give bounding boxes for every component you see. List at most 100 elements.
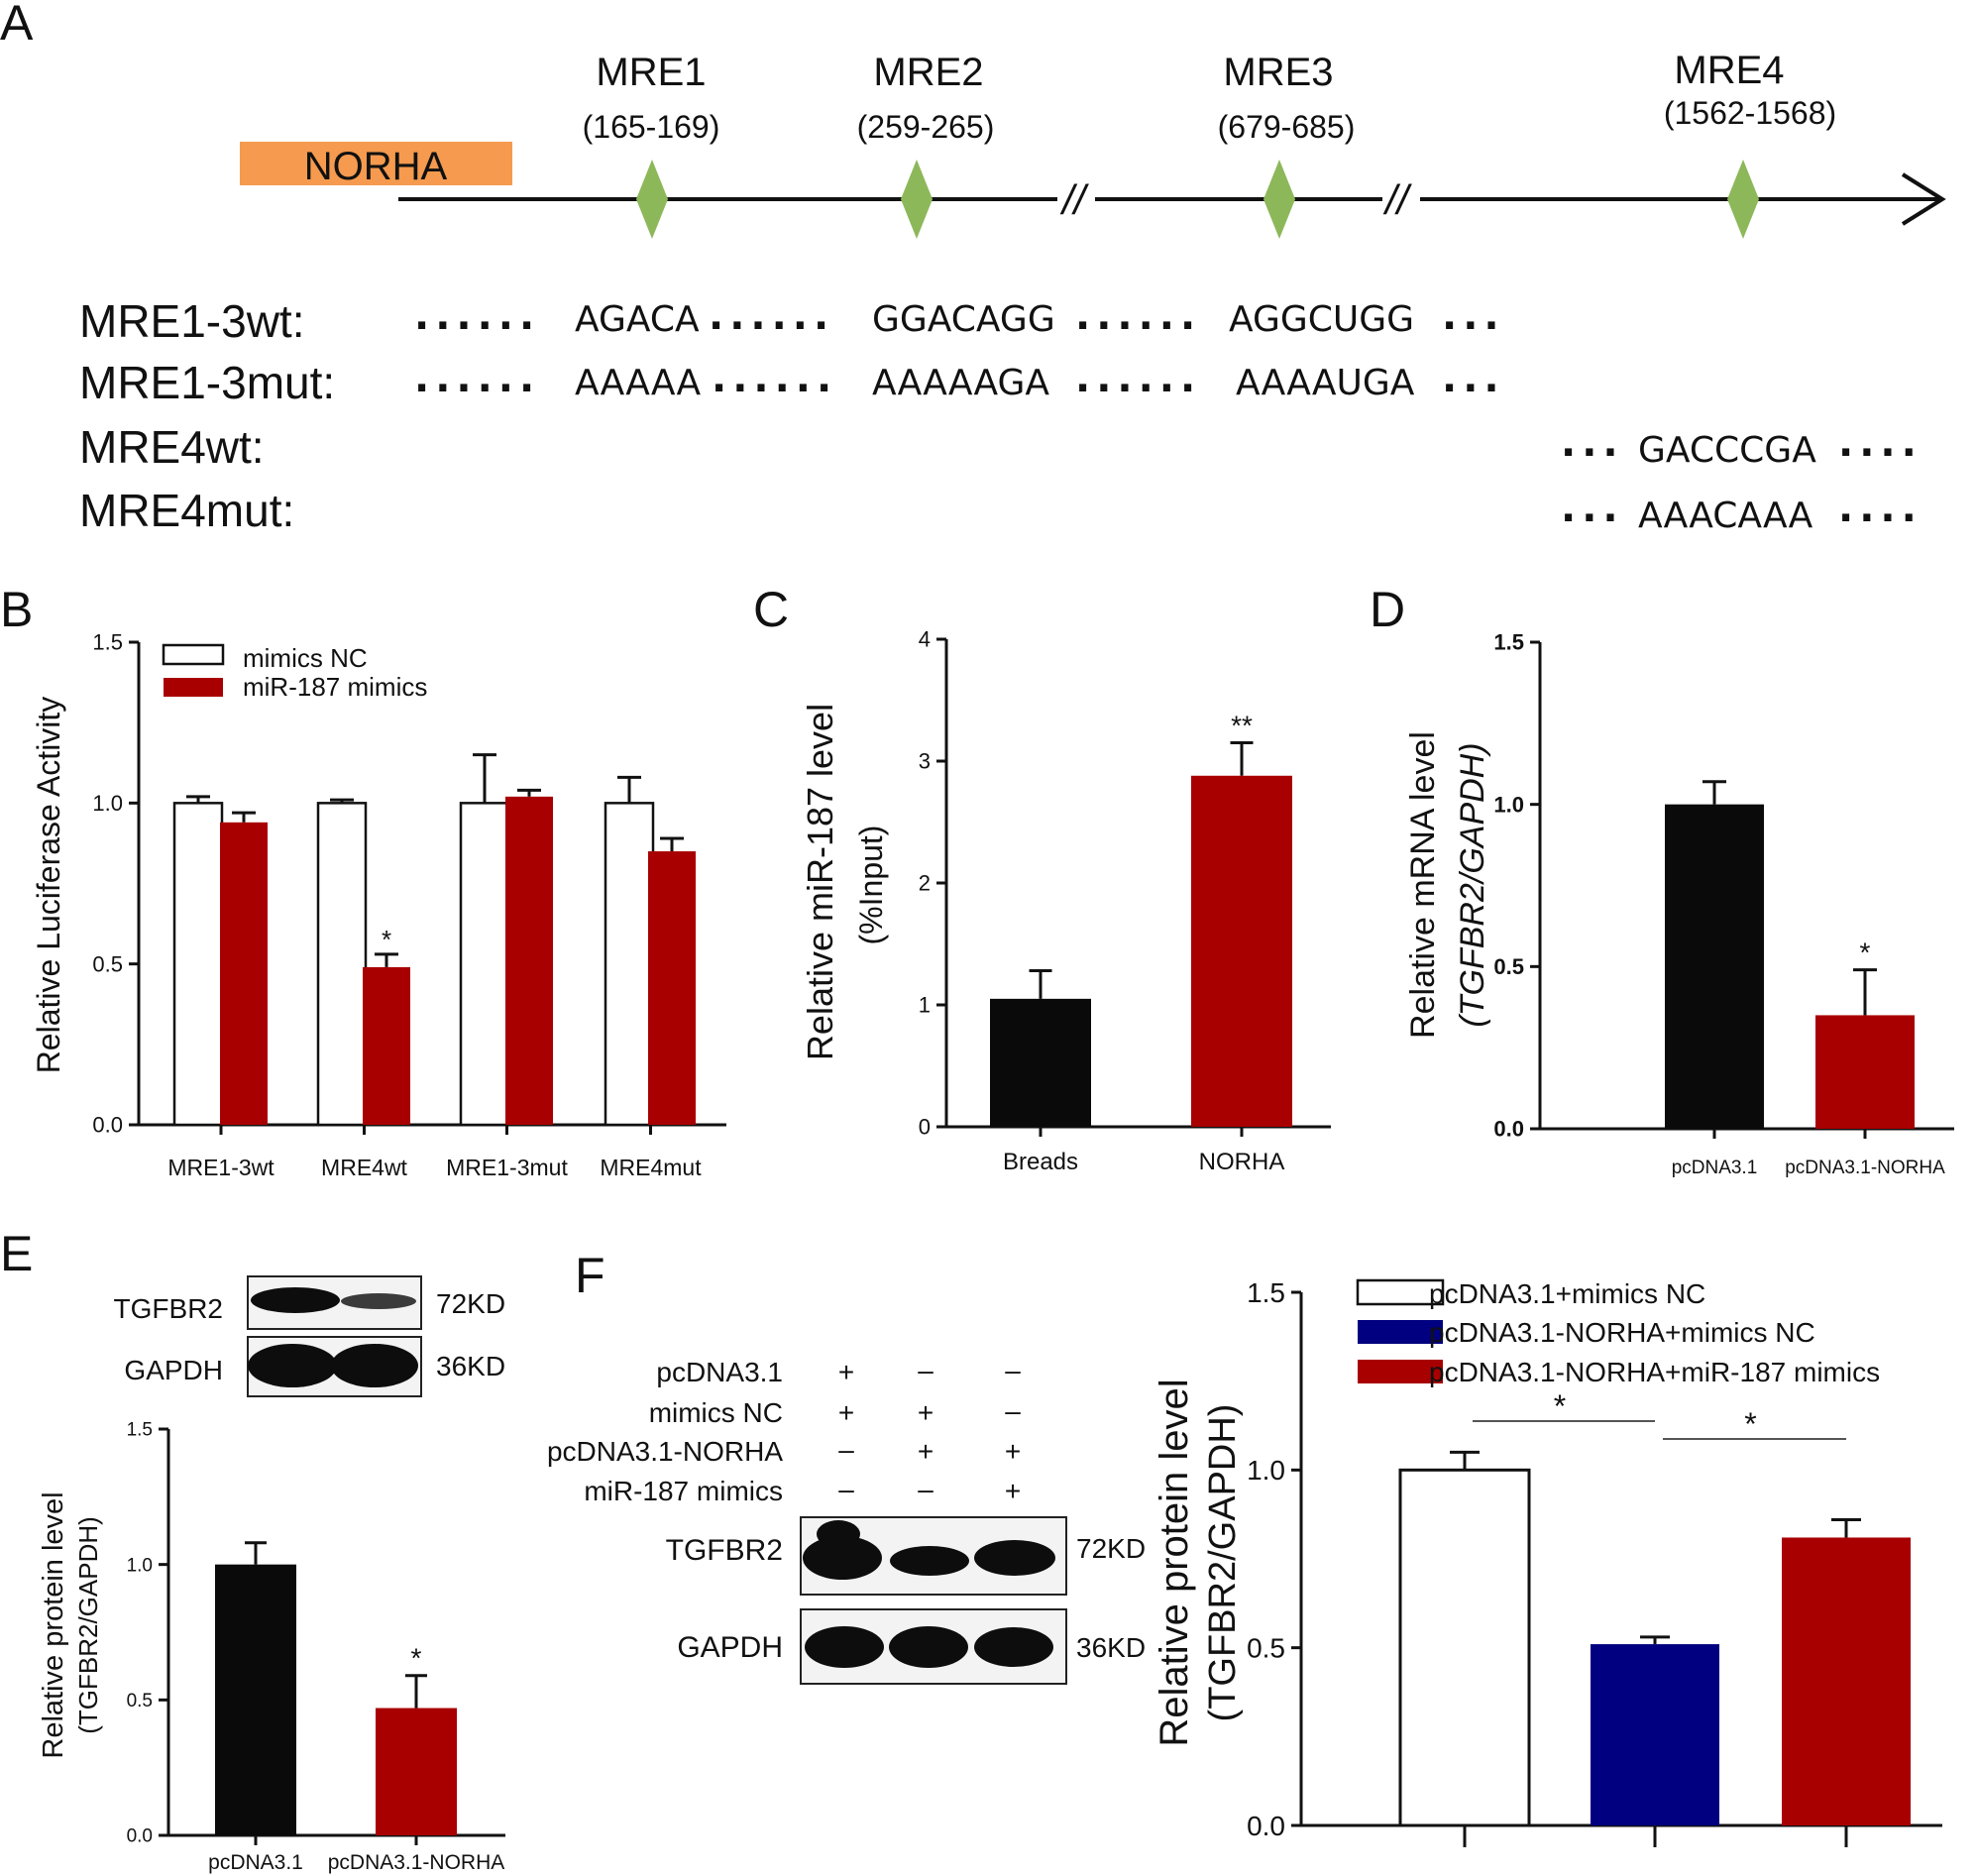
x-tick-label: pcDNA3.1: [208, 1851, 303, 1874]
seq-mre4mut: AAACAAA: [1638, 496, 1813, 536]
y-tick-label: 2: [919, 871, 931, 896]
site-marker-mre2: [901, 160, 933, 239]
bar: [1815, 1015, 1915, 1129]
bar: [1782, 1537, 1911, 1825]
seq-mre1-3mut-1: AAAAA: [575, 363, 702, 403]
site-marker-mre1: [636, 160, 668, 239]
seq-mre4wt: GACCCGA: [1638, 430, 1816, 471]
seq-dots: ...: [1561, 420, 1624, 466]
blot-e-protein-gapdh: GAPDH: [124, 1355, 223, 1385]
significance-mark: *: [1860, 938, 1871, 968]
x-tick-label: MRE4mut: [600, 1155, 702, 1180]
bar: [1591, 1644, 1719, 1825]
panel-letter-e: E: [0, 1226, 33, 1281]
blot-f-condition-label: pcDNA3.1: [656, 1357, 783, 1387]
blot-f-protein-tgfbr2: TGFBR2: [666, 1534, 783, 1567]
western-blot-f: pcDNA3.1 + – – mimics NC + + – pcDNA3.1-…: [547, 1355, 1146, 1685]
seq-dots: ...: [1561, 486, 1624, 531]
blot-f-sign: –: [1005, 1395, 1021, 1426]
y-tick-label: 1.0: [1493, 792, 1524, 817]
x-tick-label: NORHA: [1199, 1149, 1285, 1175]
x-tick-label: pcDNA3.1: [1672, 1158, 1758, 1178]
y-axis-label: Relative Luciferase Activity: [31, 697, 66, 1074]
y-tick-label: 0.5: [1247, 1632, 1285, 1663]
y-tick-label: 0.5: [127, 1691, 153, 1711]
blot-f-band: [803, 1536, 882, 1580]
y-tick-label: 1.0: [127, 1555, 153, 1576]
legend-swatch-mimics-nc: [162, 643, 225, 666]
y-axis-label-secondary: (TGFBR2/GAPDH): [1202, 1404, 1244, 1722]
y-axis-label-secondary: (TGFBR2/GAPDH): [73, 1516, 103, 1734]
seq-dots: ...: [1442, 293, 1505, 339]
y-axis-label: Relative miR-187 level: [800, 704, 840, 1060]
x-tick-label: MRE4wt: [321, 1155, 408, 1180]
y-tick-label: 1.5: [1493, 630, 1524, 655]
norha-gene-label: NORHA: [304, 145, 448, 188]
panel-a-schematic: NORHA // // MRE1 (165-169) MRE2 (259-265…: [79, 49, 1946, 536]
seq-mre1-3mut-3: AAAAUGA: [1236, 363, 1415, 403]
panel-letter-d: D: [1370, 582, 1405, 637]
bar: [990, 998, 1091, 1127]
western-blot-e: TGFBR2 72KD GAPDH 36KD: [114, 1275, 505, 1397]
blot-e-size-tgfbr2: 72KD: [436, 1288, 505, 1319]
y-axis-label-secondary: (TGFBR2/GAPDH): [1454, 742, 1491, 1027]
blot-f-condition-label: miR-187 mimics: [584, 1476, 783, 1506]
protein-level-chart-f: 0.0 0.5 1.0 1.5 * * Relative protein level (TGF…: [1153, 1277, 1942, 1847]
seq-dots: ......: [414, 293, 540, 339]
seq-mre1-3wt-2: GGACAGG: [872, 299, 1055, 340]
significance-mark: *: [1554, 1388, 1566, 1424]
y-tick-label: 1.5: [1247, 1277, 1285, 1308]
bar: [1398, 1468, 1531, 1827]
seq-dots: ......: [414, 356, 540, 401]
mrna-level-chart: 0.0 0.5 1.0 1.5 pcDNA3.1 pcDNA3.1-NORHA * Relat…: [1404, 630, 1954, 1178]
x-tick-label: MRE1-3wt: [167, 1155, 275, 1180]
blot-f-size-tgfbr2: 72KD: [1076, 1533, 1146, 1564]
blot-e-band: [331, 1344, 418, 1387]
panel-letter-b: B: [0, 582, 33, 637]
site-name-mre2: MRE2: [873, 51, 983, 94]
y-tick-label: 1.5: [92, 630, 123, 655]
seq-dots: ....: [1838, 420, 1922, 466]
blot-f-band: [889, 1626, 968, 1668]
luciferase-chart: 0.0 0.5 1.0 1.5 MRE1-3wt MRE4wt MRE1-3mut MRE4m…: [31, 630, 726, 1180]
bar: [459, 802, 510, 1127]
blot-f-sign: –: [1005, 1355, 1021, 1385]
x-tick-label: Breads: [1003, 1149, 1078, 1175]
break-mark-1: //: [1059, 176, 1090, 223]
transcript-arrowhead: [1901, 172, 1946, 226]
seq-row-label-mre1-3mut: MRE1-3mut:: [79, 357, 335, 408]
seq-dots: ......: [709, 293, 834, 339]
panel-letter-a: A: [0, 0, 34, 51]
site-name-mre4: MRE4: [1674, 49, 1784, 92]
blot-f-sign: +: [1005, 1436, 1021, 1467]
y-tick-label: 3: [919, 749, 931, 774]
y-axis-label-secondary: (%Input): [853, 826, 889, 945]
blot-e-band: [341, 1293, 416, 1309]
legend-label-f-0: pcDNA3.1+mimics NC: [1429, 1278, 1705, 1309]
site-name-mre1: MRE1: [596, 51, 706, 94]
y-tick-label: 4: [919, 627, 931, 652]
blot-f-sign: +: [1005, 1476, 1021, 1506]
significance-mark: *: [382, 925, 391, 954]
seq-row-label-mre4mut: MRE4mut:: [79, 485, 294, 536]
bar: [376, 1708, 457, 1835]
site-range-mre1: (165-169): [583, 109, 720, 145]
blot-f-condition-label: pcDNA3.1-NORHA: [547, 1436, 783, 1467]
panel-letter-c: C: [753, 582, 789, 637]
site-marker-mre3: [1263, 160, 1295, 239]
y-tick-label: 1: [919, 993, 931, 1018]
y-tick-label: 0.5: [1493, 954, 1524, 979]
seq-dots: ......: [1075, 356, 1201, 401]
seq-dots: ...: [1442, 356, 1505, 401]
site-name-mre3: MRE3: [1223, 51, 1333, 94]
bar: [1665, 804, 1764, 1129]
blot-f-sign: –: [918, 1355, 934, 1385]
blot-f-size-gapdh: 36KD: [1076, 1632, 1146, 1663]
x-tick-label: pcDNA3.1-NORHA: [1785, 1158, 1945, 1178]
blot-f-sign: +: [838, 1397, 854, 1428]
legend-swatch-f-0: [1356, 1278, 1445, 1306]
x-tick-label: MRE1-3mut: [446, 1155, 568, 1180]
legend-label-mir187: miR-187 mimics: [243, 672, 427, 702]
blot-f-condition-label: mimics NC: [649, 1397, 783, 1428]
